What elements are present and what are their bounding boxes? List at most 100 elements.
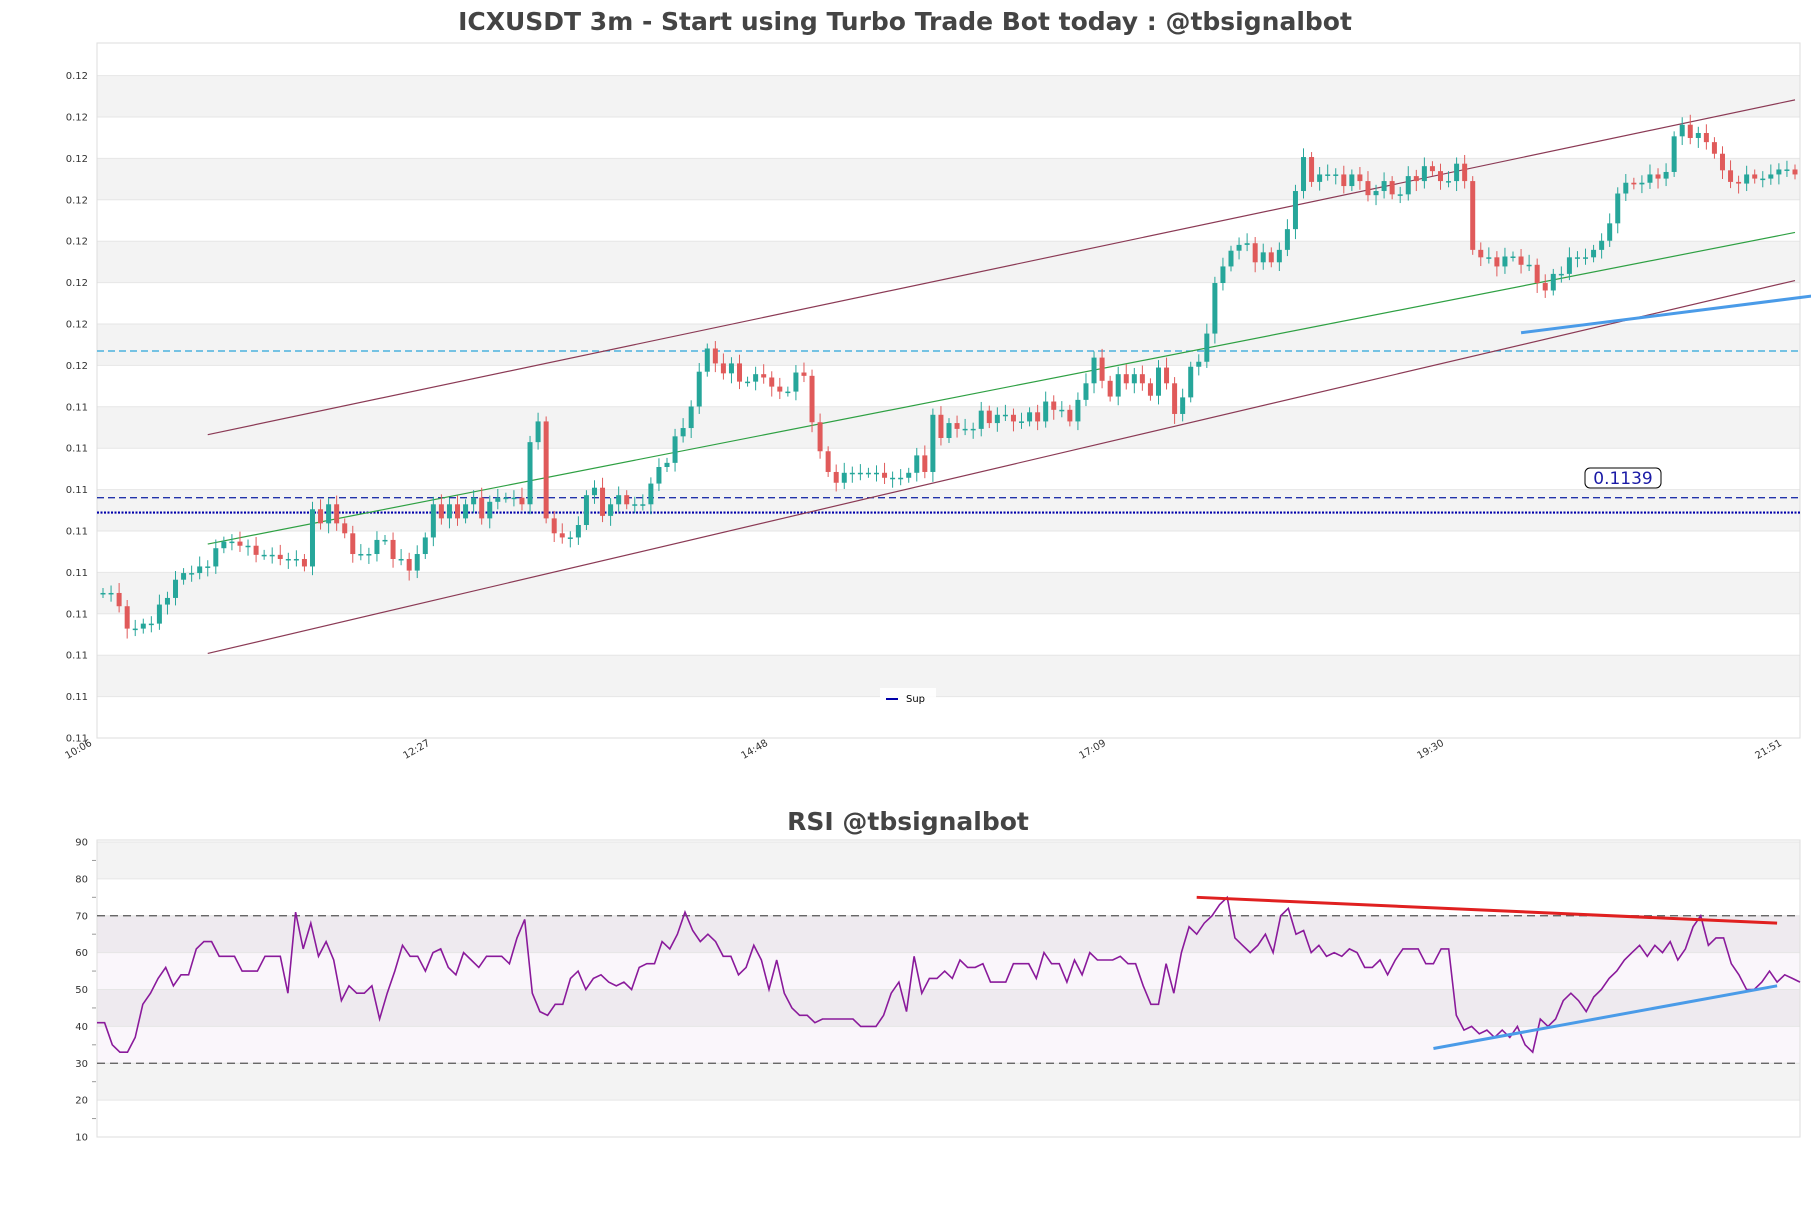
candle-body xyxy=(479,497,485,519)
candle-body xyxy=(688,406,694,429)
price-y-tick-label: 0.11 xyxy=(66,485,88,496)
candle-body xyxy=(1792,169,1798,175)
candle-body xyxy=(898,477,904,480)
candle-body xyxy=(173,579,179,598)
candle-body xyxy=(591,487,597,496)
candle-body xyxy=(1091,357,1097,384)
price-y-tick-label: 0.12 xyxy=(66,320,88,331)
price-x-tick-label: 14:48 xyxy=(740,738,770,762)
candle-body xyxy=(970,428,976,431)
candle-body xyxy=(1647,174,1653,183)
candle-body xyxy=(1325,174,1331,176)
legend: Sup xyxy=(880,688,936,708)
candle-body xyxy=(801,372,807,376)
candle-body xyxy=(1357,174,1363,182)
candle-body xyxy=(124,606,130,629)
candle-body xyxy=(164,597,170,605)
price-y-tick-label: 0.11 xyxy=(66,527,88,538)
rsi-y-axis: 10 20 30 40 50 60 70 80 90 xyxy=(75,838,96,1144)
candle-body xyxy=(745,381,751,384)
price-y-tick-label: 0.11 xyxy=(66,651,88,662)
candle-body xyxy=(1534,264,1540,284)
candle-body xyxy=(1365,181,1371,196)
candle-body xyxy=(1115,374,1121,397)
candle-body xyxy=(809,375,815,423)
rsi-y-tick-label: 80 xyxy=(75,874,88,885)
candle-body xyxy=(1583,257,1589,259)
candle-body xyxy=(463,504,469,519)
price-chart-title: ICXUSDT 3m - Start using Turbo Trade Bot… xyxy=(458,7,1352,36)
candle-body xyxy=(1518,256,1524,265)
candle-body xyxy=(1623,182,1629,194)
candle-body xyxy=(1421,166,1427,182)
candle-body xyxy=(414,554,420,571)
rsi-series-line xyxy=(97,895,1801,1054)
price-y-tick-label: 0.12 xyxy=(66,361,88,372)
candle-body xyxy=(519,497,525,505)
price-y-tick-label: 0.11 xyxy=(66,568,88,579)
price-plot-frame xyxy=(96,42,1801,739)
price-y-tick-label: 0.12 xyxy=(66,71,88,82)
candle-body xyxy=(1566,257,1572,274)
candle-body xyxy=(1679,124,1685,137)
candle-body xyxy=(640,504,646,506)
candle-body xyxy=(1510,256,1516,258)
candle-body xyxy=(1204,333,1210,362)
candle-body xyxy=(930,414,936,472)
candle-body xyxy=(1010,414,1016,422)
candle-body xyxy=(567,537,573,539)
candle-body xyxy=(1429,166,1435,172)
candle-body xyxy=(1615,193,1621,224)
rsi-y-tick-label: 20 xyxy=(75,1096,88,1107)
candle-body xyxy=(1494,257,1500,267)
price-grid-bands xyxy=(97,75,1800,739)
candle-body xyxy=(1446,181,1452,183)
candle-body xyxy=(1397,194,1403,196)
candle-body xyxy=(583,495,589,526)
candle-body xyxy=(712,348,718,364)
candle-body xyxy=(1599,240,1605,250)
candle-body xyxy=(624,495,630,505)
candle-body xyxy=(148,623,154,626)
candle-body xyxy=(817,422,823,452)
candle-body xyxy=(1333,174,1339,176)
candle-body xyxy=(1180,397,1186,414)
candle-body xyxy=(1631,182,1637,185)
candle-body xyxy=(1744,174,1750,184)
candle-body xyxy=(1067,409,1073,422)
candle-body xyxy=(1687,124,1693,138)
candle-body xyxy=(261,554,267,557)
candle-body xyxy=(1276,249,1282,263)
candle-body xyxy=(309,509,315,567)
candle-body xyxy=(374,539,380,555)
candle-body xyxy=(293,558,299,561)
candle-body xyxy=(1413,176,1419,182)
candle-body xyxy=(1784,169,1790,171)
candle-body xyxy=(358,554,364,556)
candle-body xyxy=(1760,178,1766,181)
candle-body xyxy=(672,436,678,463)
rsi-grid-band xyxy=(97,915,1800,953)
candle-body xyxy=(390,539,396,559)
candle-body xyxy=(1220,266,1226,284)
candle-body xyxy=(511,497,517,500)
candle-body xyxy=(189,573,195,575)
candle-body xyxy=(656,466,662,484)
candle-body xyxy=(221,541,227,549)
price-grid-band xyxy=(97,324,1800,366)
candle-body xyxy=(1437,171,1443,182)
candle-body xyxy=(696,371,702,407)
candle-body xyxy=(398,558,404,561)
candle-body xyxy=(954,423,960,429)
rsi-y-tick-label: 50 xyxy=(75,985,88,996)
candle-body xyxy=(471,497,477,505)
candle-body xyxy=(841,472,847,483)
candle-body xyxy=(1027,412,1033,422)
candle-body xyxy=(1107,380,1113,397)
candle-body xyxy=(551,518,557,534)
candle-body xyxy=(1188,366,1194,398)
candle-body xyxy=(382,539,388,542)
candle-body xyxy=(116,592,122,607)
candle-body xyxy=(1172,383,1178,414)
candle-body xyxy=(366,554,372,556)
